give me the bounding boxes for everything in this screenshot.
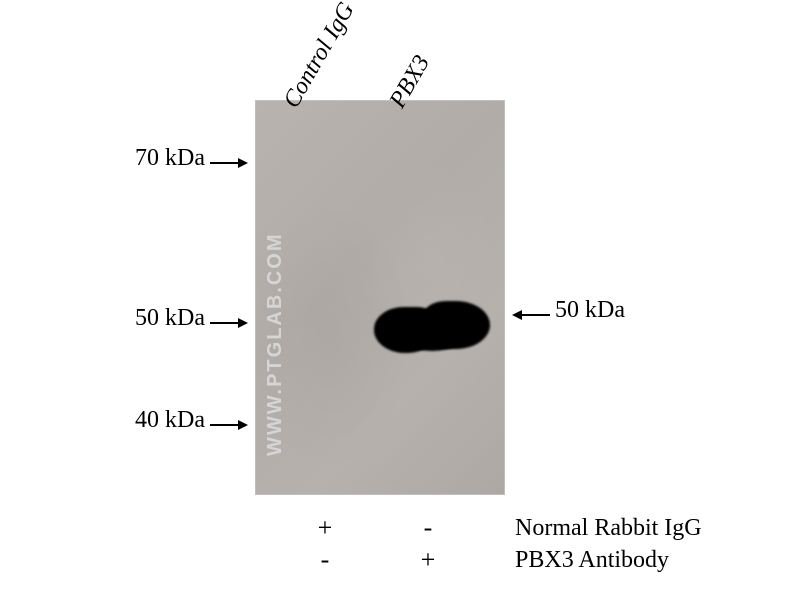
cond-row1-lane1-sign: + xyxy=(315,513,335,543)
blot-noise xyxy=(256,101,504,494)
marker-50kda-label: 50 kDa xyxy=(115,305,205,332)
marker-40kda-arrow xyxy=(210,420,248,430)
marker-50kda-arrow xyxy=(210,318,248,328)
marker-70kda-arrow xyxy=(210,158,248,168)
marker-40kda-label: 40 kDa xyxy=(115,407,205,434)
lane-label-control-igg: Control IgG xyxy=(279,0,361,113)
cond-row2-label: PBX3 Antibody xyxy=(515,547,669,574)
cond-row2-lane2-sign: + xyxy=(418,545,438,575)
watermark-text: WWW.PTGLAB.COM xyxy=(264,232,287,456)
marker-70kda-label: 70 kDa xyxy=(115,145,205,172)
cond-row1-lane2-sign: - xyxy=(418,513,438,543)
band-annotation-arrow xyxy=(512,310,550,320)
cond-row1-label: Normal Rabbit IgG xyxy=(515,515,702,542)
band-pbx3-50kda xyxy=(374,301,489,353)
cond-row2-lane1-sign: - xyxy=(315,545,335,575)
figure-container: WWW.PTGLAB.COM Control IgG PBX3 70 kDa 5… xyxy=(0,0,800,600)
blot-frame: WWW.PTGLAB.COM xyxy=(255,100,505,495)
band-annotation-label: 50 kDa xyxy=(555,297,625,324)
